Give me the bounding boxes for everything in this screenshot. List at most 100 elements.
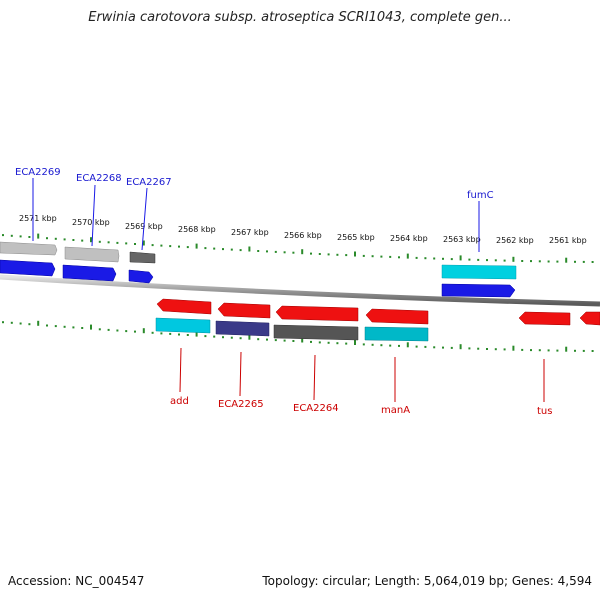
ruler-minor-tick: [582, 260, 585, 263]
kbp-label: 2563 kbp: [443, 235, 481, 244]
ruler-minor-tick: [28, 323, 31, 326]
ruler-minor-tick: [239, 337, 242, 340]
ruler-major-tick: [142, 240, 145, 246]
ruler-major-tick: [195, 243, 198, 249]
gene-arrow[interactable]: [579, 311, 600, 326]
ruler-minor-tick: [230, 336, 233, 339]
ruler-minor-tick: [591, 350, 594, 352]
ruler-minor-tick: [310, 340, 312, 343]
ruler-major-tick: [248, 334, 251, 340]
kbp-label: 2571 kbp: [19, 214, 57, 223]
ruler-minor-tick: [574, 349, 576, 352]
gene-arrow[interactable]: [275, 305, 359, 322]
gene-arrow[interactable]: [156, 298, 212, 315]
gene-label-fumc[interactable]: fumC: [467, 190, 494, 201]
ruler-major-tick: [354, 340, 356, 345]
ruler-minor-tick: [107, 328, 110, 331]
gene-arrow[interactable]: [441, 283, 516, 298]
gene-arrow[interactable]: [129, 251, 156, 264]
ruler-major-tick: [248, 246, 251, 252]
ruler-minor-tick: [81, 327, 84, 329]
gene-arrow[interactable]: [273, 324, 359, 341]
ruler-minor-tick: [151, 244, 154, 247]
ruler-minor-tick: [98, 240, 101, 243]
kbp-labels: 2571 kbp 2570 kbp 2569 kbp 2568 kbp 2567…: [19, 214, 587, 245]
gene-arrow[interactable]: [128, 269, 154, 284]
genome-summary-text: Topology: circular; Length: 5,064,019 bp…: [262, 574, 592, 588]
ruler-minor-tick: [433, 257, 436, 260]
ruler-minor-tick: [494, 348, 497, 351]
ruler-minor-tick: [134, 330, 136, 333]
ruler-major-tick: [406, 253, 409, 259]
ruler-minor-tick: [310, 252, 312, 255]
ruler-minor-tick: [2, 321, 4, 324]
gene-label-eca2265[interactable]: ECA2265: [218, 399, 264, 410]
ruler-minor-tick: [116, 241, 119, 244]
ruler-minor-tick: [160, 244, 163, 247]
gene-arrow[interactable]: [215, 320, 270, 337]
gene-label-eca2267[interactable]: ECA2267: [126, 177, 172, 188]
ruler-minor-tick: [257, 250, 260, 252]
ruler-major-tick: [565, 257, 568, 263]
gene-arrow[interactable]: [0, 259, 56, 277]
ruler-major-tick: [459, 344, 462, 350]
ruler-minor-tick: [274, 339, 277, 342]
ruler-minor-tick: [336, 342, 339, 345]
gene-arrow[interactable]: [155, 317, 211, 334]
ruler-major-tick: [37, 233, 40, 239]
ruler-minor-tick: [477, 347, 480, 350]
ruler-minor-tick: [486, 348, 488, 350]
gene-arrow[interactable]: [0, 241, 58, 256]
ruler-minor-tick: [169, 245, 172, 248]
gene-arrow[interactable]: [364, 326, 429, 342]
ruler-minor-tick: [292, 340, 295, 342]
forward-strand-genes: [0, 241, 517, 298]
gene-label-tus[interactable]: tus: [537, 406, 552, 417]
ruler-minor-tick: [556, 260, 559, 263]
gene-label-eca2264[interactable]: ECA2264: [293, 403, 339, 414]
ruler-minor-tick: [72, 326, 75, 329]
gene-label-eca2268[interactable]: ECA2268: [76, 173, 122, 184]
ruler-minor-tick: [556, 349, 559, 352]
gene-label-eca2269[interactable]: ECA2269: [15, 167, 61, 178]
ruler-minor-tick: [424, 345, 427, 348]
ruler-minor-tick: [380, 255, 383, 258]
ruler-minor-tick: [371, 343, 374, 346]
gene-arrow[interactable]: [518, 311, 571, 326]
ruler-minor-tick: [2, 234, 4, 237]
accession-text: Accession: NC_004547: [8, 574, 145, 588]
ruler-minor-tick: [362, 254, 365, 257]
kbp-label: 2568 kbp: [178, 225, 216, 234]
gene-arrow[interactable]: [64, 246, 120, 263]
ruler-minor-tick: [538, 260, 541, 263]
ruler-minor-tick: [486, 259, 488, 262]
gene-label-leaders: [32, 178, 545, 402]
ruler-major-tick: [301, 249, 304, 255]
ruler-minor-tick: [530, 260, 532, 263]
kbp-label: 2564 kbp: [390, 234, 428, 243]
gene-label-mana[interactable]: manA: [381, 405, 410, 416]
ruler-minor-tick: [134, 243, 136, 245]
gene-arrow[interactable]: [441, 264, 517, 280]
ruler-minor-tick: [19, 322, 22, 325]
ruler-minor-tick: [380, 344, 383, 347]
gene-label-add[interactable]: add: [170, 396, 189, 407]
ruler-minor-tick: [169, 332, 172, 335]
ruler-minor-tick: [257, 338, 260, 341]
ruler-minor-tick: [186, 334, 189, 336]
map-title: Erwinia carotovora subsp. atroseptica SC…: [88, 10, 512, 25]
ruler-minor-tick: [362, 343, 365, 346]
ruler-minor-tick: [450, 258, 453, 261]
ruler-minor-tick: [125, 242, 128, 245]
kbp-label: 2565 kbp: [337, 233, 375, 242]
kbp-ruler-top: [2, 233, 594, 263]
ruler-minor-tick: [178, 333, 180, 336]
ruler-minor-tick: [81, 239, 84, 242]
ruler-minor-tick: [468, 347, 471, 350]
gene-arrow[interactable]: [365, 308, 429, 325]
ruler-minor-tick: [521, 348, 524, 351]
gene-arrow[interactable]: [217, 302, 271, 319]
gene-arrow[interactable]: [62, 264, 117, 282]
